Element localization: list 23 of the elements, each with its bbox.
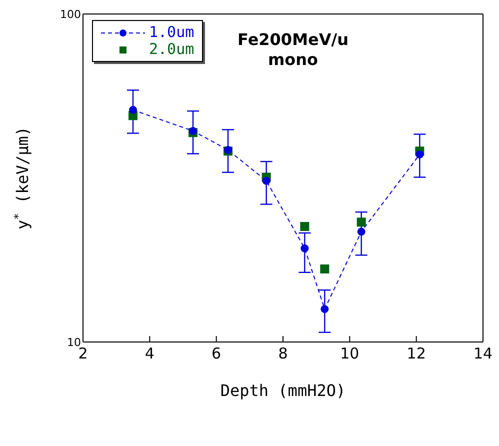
x-axis-title: Depth (mmH2O) — [220, 381, 346, 400]
x-tick-label: 12 — [406, 344, 426, 363]
point — [300, 222, 310, 231]
x-tick-label: 6 — [212, 344, 222, 363]
point — [320, 264, 330, 274]
x-tick-label: 8 — [278, 344, 288, 363]
x-tick-label: 4 — [144, 344, 154, 363]
point — [416, 150, 424, 158]
y-tick-label: 100 — [60, 8, 81, 21]
x-tick-label: 14 — [473, 344, 493, 363]
legend-label: 1.0um — [149, 23, 194, 41]
annotation: mono — [266, 50, 320, 69]
point — [189, 126, 197, 135]
annotation: Fe200MeV/u — [236, 30, 350, 49]
point — [300, 244, 309, 252]
x-tick-label: 2 — [78, 344, 88, 363]
point — [320, 305, 329, 314]
legend-label: 2.0um — [149, 40, 194, 58]
point — [129, 106, 137, 114]
point — [357, 228, 366, 236]
point — [262, 176, 270, 185]
point — [356, 218, 366, 227]
x-tick-label: 10 — [340, 344, 360, 363]
